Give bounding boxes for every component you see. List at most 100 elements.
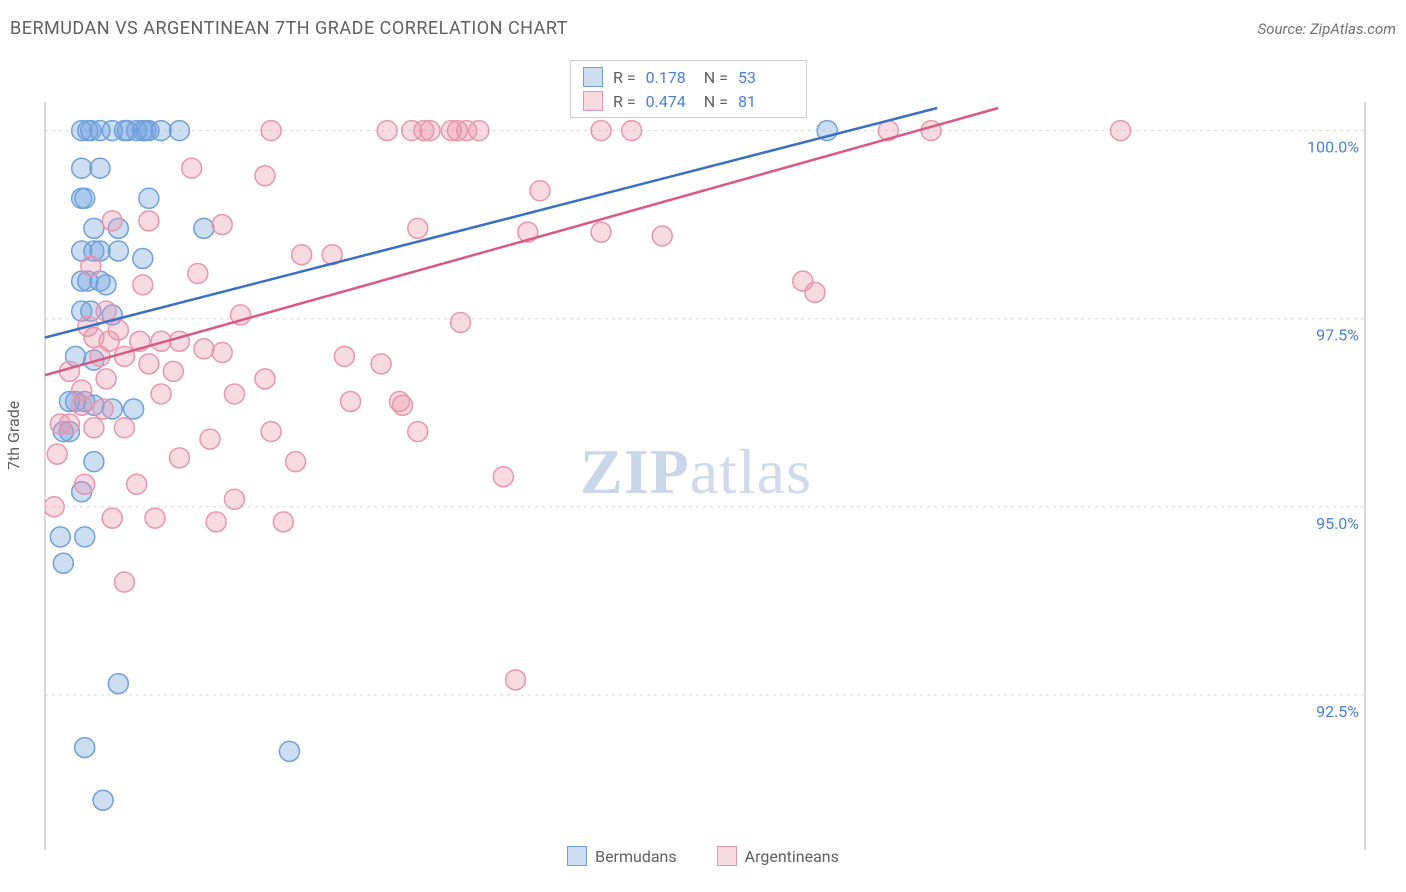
data-point [124, 399, 144, 419]
data-point [114, 346, 134, 366]
stats-r-value: 0.474 [646, 92, 686, 111]
data-point [108, 674, 128, 694]
data-point [75, 188, 95, 208]
data-point [145, 508, 165, 528]
data-point [206, 512, 226, 532]
chart-header: BERMUDAN VS ARGENTINEAN 7TH GRADE CORREL… [10, 18, 1396, 39]
data-point [261, 422, 281, 442]
data-point [47, 444, 67, 464]
data-point [93, 790, 113, 810]
stats-n-value: 81 [738, 92, 756, 111]
y-tick-label: 92.5% [1316, 702, 1359, 721]
data-point [334, 346, 354, 366]
data-point [163, 361, 183, 381]
data-point [279, 741, 299, 761]
data-point [188, 264, 208, 284]
data-point [151, 121, 171, 141]
data-point [341, 391, 361, 411]
data-point [75, 527, 95, 547]
data-point [469, 121, 489, 141]
stats-n-label: N = [704, 68, 728, 87]
data-point [371, 354, 391, 374]
data-point [182, 158, 202, 178]
stats-r-value: 0.178 [646, 68, 686, 87]
data-point [90, 158, 110, 178]
stats-r-label: R = [613, 92, 636, 111]
y-tick-label: 95.0% [1316, 514, 1359, 533]
data-point [212, 215, 232, 235]
data-point [96, 275, 116, 295]
data-point [622, 121, 642, 141]
correlation-stats-box: R = 0.178 N = 53 R = 0.474 N = 81 [570, 60, 807, 118]
data-point [114, 418, 134, 438]
data-point [212, 343, 232, 363]
data-point [393, 395, 413, 415]
data-point [50, 527, 70, 547]
data-point [921, 121, 941, 141]
data-point [493, 467, 513, 487]
data-point [420, 121, 440, 141]
data-point [102, 211, 122, 231]
data-point [90, 346, 110, 366]
data-point [292, 245, 312, 265]
data-point [451, 312, 471, 332]
data-point [81, 256, 101, 276]
chart-title: BERMUDAN VS ARGENTINEAN 7TH GRADE CORREL… [10, 18, 568, 39]
data-point [75, 738, 95, 758]
data-point [114, 572, 134, 592]
data-point [805, 282, 825, 302]
data-point [84, 218, 104, 238]
scatter-plot-svg: 92.5%95.0%97.5%100.0%0.0%20.0% [0, 50, 1406, 850]
data-point [530, 181, 550, 201]
data-point [255, 369, 275, 389]
data-point [139, 354, 159, 374]
plot-area: 7th Grade 92.5%95.0%97.5%100.0%0.0%20.0% [0, 50, 1406, 840]
legend-label: Argentineans [745, 847, 839, 866]
data-point [59, 414, 79, 434]
legend-item: Bermudans [567, 846, 677, 866]
data-point [139, 211, 159, 231]
data-point [286, 452, 306, 472]
data-point [96, 369, 116, 389]
data-point [72, 380, 92, 400]
legend-item: Argentineans [717, 846, 839, 866]
data-point [273, 512, 293, 532]
legend-swatch [567, 846, 587, 866]
stats-n-label: N = [704, 92, 728, 111]
data-point [377, 121, 397, 141]
data-point [591, 121, 611, 141]
data-point [224, 384, 244, 404]
data-point [133, 275, 153, 295]
data-point [1111, 121, 1131, 141]
data-point [506, 670, 526, 690]
data-point [255, 166, 275, 186]
stats-row: R = 0.178 N = 53 [571, 65, 806, 89]
data-point [169, 121, 189, 141]
legend-label: Bermudans [595, 847, 677, 866]
chart-source: Source: ZipAtlas.com [1258, 20, 1396, 38]
y-tick-label: 97.5% [1316, 326, 1359, 345]
data-point [108, 320, 128, 340]
data-point [139, 188, 159, 208]
trend-line [45, 108, 937, 338]
stats-n-value: 53 [738, 68, 756, 87]
data-point [102, 508, 122, 528]
data-point [93, 399, 113, 419]
stats-r-label: R = [613, 68, 636, 87]
data-point [261, 121, 281, 141]
data-point [53, 553, 73, 573]
data-point [408, 422, 428, 442]
data-point [408, 218, 428, 238]
data-point [151, 384, 171, 404]
data-point [200, 429, 220, 449]
trend-line [45, 108, 998, 375]
data-point [224, 489, 244, 509]
legend-swatch [717, 846, 737, 866]
data-point [96, 301, 116, 321]
data-point [108, 241, 128, 261]
data-point [591, 222, 611, 242]
data-point [72, 158, 92, 178]
stats-row: R = 0.474 N = 81 [571, 89, 806, 113]
data-point [652, 226, 672, 246]
series-swatch [583, 67, 603, 87]
